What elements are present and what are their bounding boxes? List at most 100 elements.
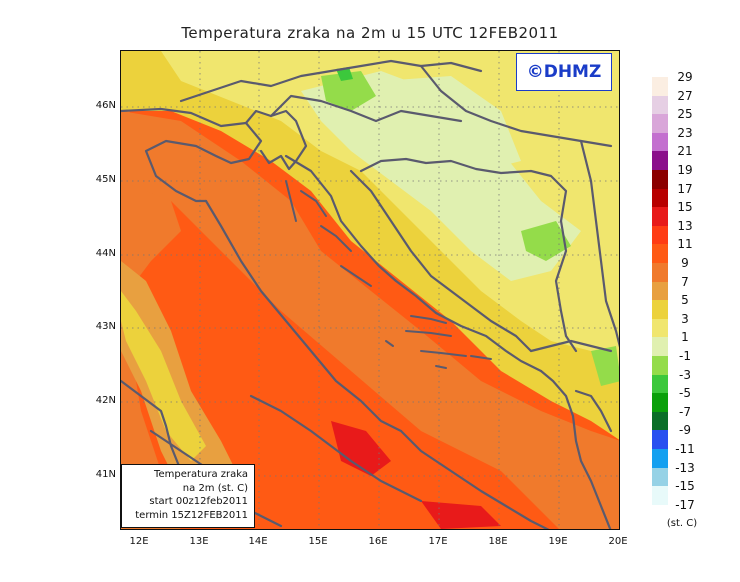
adriatic-islands — [285, 180, 492, 369]
lat-label-46n: 46N — [95, 100, 116, 111]
albania-border — [574, 389, 613, 433]
legend-swatch — [652, 207, 668, 226]
temperature-map — [120, 50, 620, 530]
legend-unit: (st. C) — [666, 518, 698, 529]
legend-label: -7 — [679, 404, 691, 419]
island-mljet — [470, 355, 492, 360]
lon-label-15e: 15E — [308, 536, 328, 547]
legend-label: -1 — [679, 349, 691, 363]
italy-inland-field — [121, 261, 241, 501]
croatian-coast — [284, 154, 543, 373]
italy-coastline — [121, 107, 263, 203]
gargano-puglia — [399, 429, 550, 529]
temperature-field — [121, 51, 619, 529]
info-line-4: termin 15Z12FEB2011 — [135, 509, 248, 521]
italy-west-coast — [121, 379, 183, 473]
legend-swatch — [652, 151, 668, 170]
legend-label: -11 — [675, 442, 695, 456]
lat-label-43n: 43N — [95, 321, 116, 332]
serbia-east-border — [579, 139, 619, 348]
island-krk — [300, 190, 327, 217]
lon-label-19e: 19E — [548, 536, 568, 547]
legend-label: -15 — [675, 479, 695, 494]
cold-patch-central — [521, 221, 571, 261]
island-brac — [410, 315, 447, 324]
legend-swatch — [652, 170, 668, 189]
legend-label: -9 — [679, 423, 691, 438]
lon-label-12e: 12E — [129, 536, 149, 547]
legend-swatch — [652, 374, 668, 394]
legend-label: 13 — [677, 218, 693, 233]
lat-label-45n: 45N — [95, 174, 116, 185]
croatia-hungary-border — [419, 64, 613, 148]
legend-label: 3 — [681, 311, 689, 326]
coastline-borders — [121, 59, 619, 529]
lat-label-42n: 42N — [95, 395, 116, 406]
island-lastovo — [435, 365, 447, 369]
lon-label-18e: 18E — [488, 536, 508, 547]
legend-swatch — [652, 430, 668, 449]
lon-label-14e: 14E — [248, 536, 268, 547]
north-border — [179, 59, 483, 103]
legend-label: 9 — [681, 256, 689, 270]
italy-east-coast — [204, 199, 403, 433]
hot-spot-southeast — [421, 501, 501, 529]
dhmz-watermark: ©DHMZ — [516, 53, 612, 91]
legend-swatch — [652, 411, 668, 431]
info-line-2: na 2m (st. C) — [182, 482, 248, 494]
cold-patch-north — [321, 71, 376, 111]
legend-swatch — [652, 188, 668, 208]
montenegro-albania-coast — [539, 369, 612, 529]
pannonian-cool-field — [381, 76, 521, 171]
legend-label: 23 — [677, 125, 693, 140]
legend-swatch — [652, 114, 668, 133]
balkan-cool-field — [301, 71, 581, 281]
island-hvar — [405, 330, 452, 337]
cold-patch-east — [591, 346, 619, 386]
legend-swatch — [652, 77, 668, 96]
adriatic-coastal-field — [121, 111, 619, 529]
legend-label: 15 — [677, 200, 693, 215]
info-line-1: Temperatura zraka — [154, 469, 248, 480]
legend-swatch — [652, 132, 668, 152]
legend-swatch — [652, 95, 668, 115]
bosnia-south-border — [349, 169, 533, 353]
legend-swatch — [652, 300, 668, 319]
bosnia-serbia-border — [554, 219, 578, 353]
legend-swatch — [652, 263, 668, 282]
lon-label-20e: 20E — [608, 536, 628, 547]
croatia-bosnia-border — [359, 157, 568, 223]
legend-swatch — [652, 281, 668, 301]
lon-label-13e: 13E — [189, 536, 209, 547]
legend-label: 19 — [677, 163, 693, 177]
legend-swatch — [652, 337, 668, 356]
legend-label: 21 — [677, 144, 693, 159]
legend-swatch — [652, 467, 668, 487]
legend-swatch — [652, 244, 668, 263]
legend-label: 17 — [677, 181, 693, 196]
lon-label-17e: 17E — [428, 536, 448, 547]
slovenia-croatia-border — [269, 94, 463, 123]
legend-label: 7 — [681, 274, 689, 289]
island-pag — [320, 225, 352, 252]
legend-label: 11 — [677, 237, 693, 252]
legend-swatch — [652, 225, 668, 245]
legend-label: -13 — [675, 460, 695, 475]
lat-label-41n: 41N — [95, 469, 116, 480]
legend-swatch — [652, 449, 668, 468]
italy-inner-field — [121, 291, 206, 461]
lon-label-16e: 16E — [368, 536, 388, 547]
lat-label-44n: 44N — [95, 248, 116, 259]
legend-label-bottom: -17 — [675, 497, 695, 512]
istria-coast — [244, 109, 308, 171]
island-vis — [385, 340, 394, 347]
legend-swatch — [652, 393, 668, 412]
legend-label: 1 — [681, 330, 689, 345]
legend-label: -3 — [679, 367, 691, 382]
island-korcula — [420, 350, 467, 357]
legend-swatch — [652, 356, 668, 375]
sea-border — [249, 394, 423, 503]
hot-spot-south — [331, 421, 391, 476]
legend-label: 29 — [677, 70, 693, 84]
montenegro-border — [529, 339, 613, 353]
